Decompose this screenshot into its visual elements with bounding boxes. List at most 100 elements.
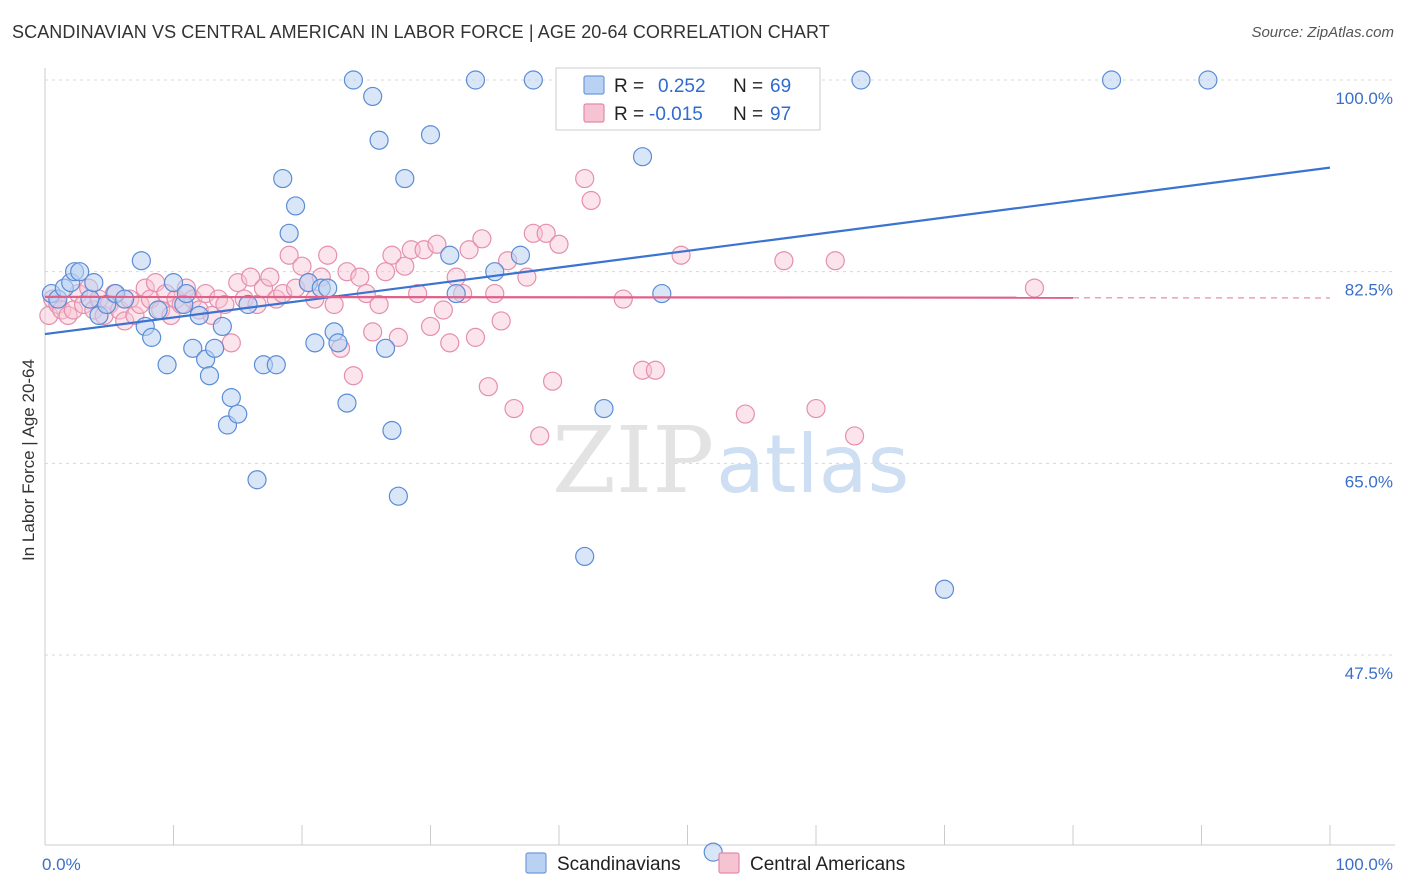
axes [44, 68, 1395, 846]
scandinavians-trend-line [44, 166, 1331, 336]
scandinavians-points [41, 70, 1218, 862]
scandinavians-point-20 [183, 338, 203, 358]
scandinavians-point-15 [148, 300, 168, 320]
source-label: Source: ZipAtlas.com [1251, 24, 1394, 41]
central-americans-point-56 [363, 322, 383, 342]
scandinavians-point-68 [1198, 70, 1218, 90]
watermark: ZIP atlas [552, 407, 909, 514]
legend-r-value-2: -0.015 [649, 104, 703, 125]
legend-swatch-scandinavians [583, 75, 605, 95]
central-americans-point-90 [671, 245, 691, 265]
scandinavians-point-53 [465, 70, 486, 90]
y-tick-label-3: 100.0% [1335, 89, 1393, 108]
trend-lines [44, 166, 1331, 336]
central-americans-point-68 [440, 333, 460, 353]
central-americans-point-57 [369, 294, 389, 315]
central-americans-point-34 [221, 333, 241, 353]
scandinavians-point-12 [131, 251, 151, 271]
scandinavians-point-61 [632, 147, 653, 167]
scandinavians-point-44 [363, 86, 383, 107]
central-americans-point-43 [279, 245, 299, 265]
central-americans-point-75 [485, 283, 505, 304]
central-americans-point-45 [292, 256, 312, 276]
legend-r-label-1: R = [614, 76, 644, 97]
y-tick-label-2: 82.5% [1345, 281, 1393, 300]
bottom-legend-label-central-americans: Central Americans [750, 854, 905, 875]
scandinavians-point-57 [575, 546, 595, 567]
scandinavians-point-66 [934, 579, 955, 599]
central-americans-point-93 [806, 398, 826, 419]
scandinavians-point-65 [851, 70, 871, 90]
central-americans-point-69 [446, 267, 466, 287]
central-americans-point-91 [735, 404, 755, 424]
scandinavians-point-39 [318, 278, 338, 298]
scandinavians-point-34 [279, 223, 299, 243]
central-americans-point-61 [395, 256, 415, 276]
legend-r-value-1: 0.252 [658, 76, 706, 97]
scandinavians-point-63 [703, 842, 723, 862]
scandinavians-point-67 [1101, 70, 1122, 90]
chart-title: SCANDINAVIAN VS CENTRAL AMERICAN IN LABO… [12, 22, 830, 42]
gridlines [45, 79, 1395, 656]
scandinavians-point-41 [328, 333, 348, 353]
bottom-legend: Scandinavians Central Americans [525, 852, 905, 875]
central-americans-point-49 [318, 245, 338, 265]
central-americans-point-89 [645, 360, 665, 380]
central-americans-point-95 [844, 426, 865, 446]
central-americans-point-82 [536, 223, 556, 243]
central-americans-point-76 [491, 311, 511, 331]
legend-box: R = 0.252 N = 69 R = -0.015 N = 97 [555, 67, 821, 131]
central-americans-point-53 [343, 366, 363, 386]
legend-n-value-2: 97 [770, 104, 791, 125]
central-americans-point-71 [459, 240, 479, 260]
central-americans-point-73 [472, 229, 492, 249]
scandinavians-point-30 [247, 470, 267, 490]
central-americans-point-54 [350, 267, 370, 287]
watermark-zip: ZIP [552, 407, 714, 514]
legend-n-value-1: 69 [770, 76, 791, 97]
legend-n-label-1: N = [733, 76, 763, 97]
scandinavians-point-19 [176, 283, 196, 304]
scandinavians-point-52 [446, 283, 466, 304]
scandinavians-point-50 [420, 125, 441, 145]
central-americans-point-58 [375, 262, 396, 282]
bottom-legend-swatch-central-americans [718, 852, 740, 874]
central-americans-point-60 [388, 327, 408, 347]
x-tick-label-0: 0.0% [42, 855, 81, 874]
central-americans-point-40 [260, 267, 280, 287]
central-americans-point-65 [420, 316, 441, 337]
scandinavians-point-48 [388, 486, 408, 506]
scandinavians-point-5 [70, 262, 90, 282]
scandinavians-point-46 [375, 338, 396, 358]
scandinavians-point-17 [163, 273, 184, 293]
central-americans-point-67 [433, 300, 453, 320]
central-americans-point-96 [1024, 278, 1045, 298]
scandinavians-point-56 [523, 70, 543, 90]
legend-swatch-central-americans [583, 103, 605, 123]
bottom-legend-label-scandinavians: Scandinavians [557, 854, 681, 875]
central-americans-point-72 [465, 327, 486, 347]
y-tick-label-0: 47.5% [1345, 664, 1393, 683]
legend-r-label-2: R = [614, 104, 644, 125]
scandinavians-point-49 [395, 168, 415, 189]
scandinavians-point-47 [382, 420, 402, 441]
central-americans-trend-line [44, 295, 1074, 299]
scandinavians-point-58 [594, 398, 614, 419]
legend-n-label-2: N = [733, 104, 763, 125]
central-americans-point-86 [581, 190, 601, 211]
scandinavians-point-6 [80, 289, 100, 309]
scandinavians-point-42 [337, 393, 357, 413]
scandinavians-point-29 [238, 294, 258, 315]
scandinavians-point-27 [221, 388, 241, 408]
y-axis-title: In Labor Force | Age 20-64 [19, 359, 38, 561]
scandinavians-point-62 [652, 283, 672, 304]
central-americans-point-94 [825, 251, 845, 271]
central-americans-point-50 [324, 294, 344, 315]
central-americans-point-92 [774, 251, 794, 271]
scandinavians-point-25 [212, 316, 232, 337]
scandinavians-point-7 [84, 273, 104, 293]
central-americans-point-84 [549, 234, 569, 254]
central-americans-point-85 [575, 168, 595, 189]
x-tick-label-1: 100.0% [1335, 855, 1393, 874]
